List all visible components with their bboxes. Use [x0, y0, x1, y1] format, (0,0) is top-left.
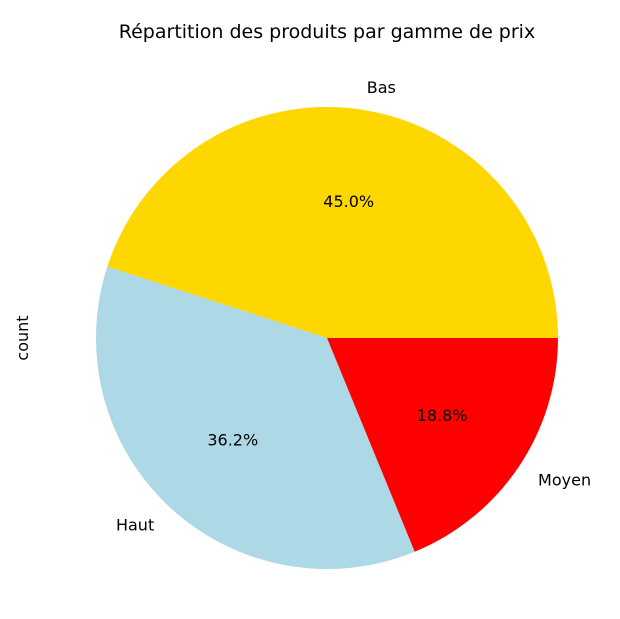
slice-percent-bas: 45.0% [323, 192, 374, 211]
slice-percent-haut: 36.2% [207, 431, 258, 450]
pie-slices [96, 107, 559, 569]
pie-slice-haut [96, 266, 415, 569]
slice-label-haut: Haut [116, 515, 154, 534]
slice-label-bas: Bas [367, 78, 396, 97]
y-axis-label: count [13, 315, 32, 360]
pie-slice-moyen [327, 338, 558, 552]
slice-percent-moyen: 18.8% [417, 406, 468, 425]
slice-label-moyen: Moyen [538, 471, 591, 490]
chart-title: Répartition des produits par gamme de pr… [119, 21, 535, 43]
pie-labels: Bas 45.0% Haut 36.2% Moyen 18.8% [116, 78, 591, 534]
pie-slice-bas [107, 107, 559, 339]
